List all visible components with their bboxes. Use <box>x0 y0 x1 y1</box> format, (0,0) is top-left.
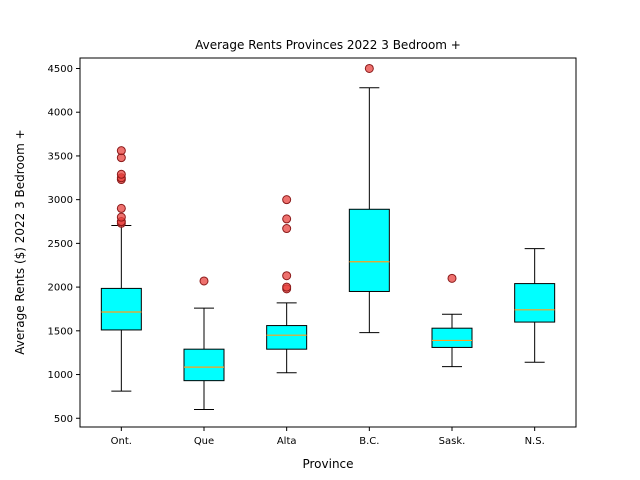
x-tick-label: Sask. <box>439 436 466 447</box>
y-axis-label: Average Rents ($) 2022 3 Bedroom + <box>13 129 27 354</box>
box-group <box>100 146 142 392</box>
x-tick-label: Que <box>194 436 214 447</box>
box <box>514 283 556 323</box>
box <box>348 208 390 292</box>
plot-frame <box>79 57 577 428</box>
plot-area <box>100 63 556 411</box>
x-tick-label: B.C. <box>359 436 379 447</box>
outlier-point <box>282 224 292 234</box>
y-tick-label: 1000 <box>48 370 73 381</box>
y-tick-label: 1500 <box>48 326 73 337</box>
x-axis: Ont. Que Alta B.C. Sask. N.S. <box>111 427 545 447</box>
y-tick-label: 4500 <box>48 64 73 75</box>
outlier-point <box>282 282 292 292</box>
outlier-point <box>282 214 292 224</box>
x-tick-label: Ont. <box>111 436 132 447</box>
outlier-point <box>364 63 374 73</box>
box <box>431 327 473 348</box>
y-axis: 500 1000 1500 2000 2500 3000 3500 4000 4500 <box>48 64 80 425</box>
outlier-point <box>116 203 126 213</box>
y-tick-label: 4000 <box>48 108 73 119</box>
box <box>183 348 225 382</box>
x-tick-label: Alta <box>277 436 297 447</box>
y-tick-label: 500 <box>54 414 73 425</box>
outlier-point <box>199 276 209 286</box>
outlier-point <box>116 146 126 156</box>
outlier-point <box>282 271 292 281</box>
outlier-point <box>447 273 457 283</box>
box-group <box>266 195 308 374</box>
box <box>266 325 308 350</box>
x-axis-label: Province <box>302 457 353 471</box>
y-tick-label: 3500 <box>48 151 73 162</box>
outlier-point <box>282 195 292 205</box>
box <box>100 287 142 331</box>
y-tick-label: 3000 <box>48 195 73 206</box>
box-group <box>431 273 473 368</box>
outlier-point <box>116 212 126 222</box>
outlier-point <box>116 169 126 179</box>
x-tick-label: N.S. <box>525 436 545 447</box>
box-group <box>348 63 390 334</box>
box-group <box>183 276 225 411</box>
y-tick-label: 2000 <box>48 283 73 294</box>
y-tick-label: 2500 <box>48 239 73 250</box>
box-group <box>514 248 556 363</box>
chart-title: Average Rents Provinces 2022 3 Bedroom + <box>195 38 461 52</box>
